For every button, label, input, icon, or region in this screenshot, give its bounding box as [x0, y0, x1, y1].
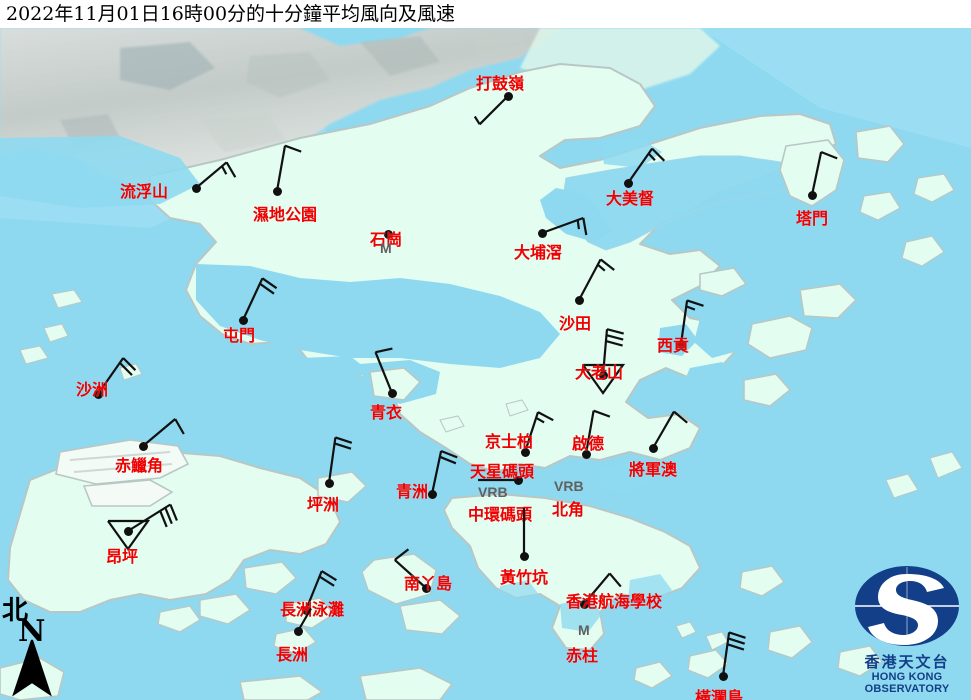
title-bar: 2022年11月01日16時00分的十分鐘平均風向及風速	[0, 0, 971, 28]
station-dot	[520, 447, 530, 457]
map-canvas[interactable]: 打鼓嶺 流浮山 濕地公園 石崗 M 大美督 塔門 大埔滘 屯門 沙田 西貢 沙洲 大老山 青衣 赤鱲角 京士柏…	[0, 28, 971, 700]
station-dot	[138, 441, 148, 451]
station-label: 青洲	[396, 482, 429, 501]
page-title: 2022年11月01日16時00分的十分鐘平均風向及風速	[6, 3, 456, 25]
station-dot	[191, 183, 201, 193]
compass-label-cn: 北	[2, 596, 29, 626]
station-label: 南丫島	[404, 574, 453, 593]
station-label: 屯門	[223, 326, 256, 345]
station-dot	[387, 388, 397, 398]
hko-logo-icon	[855, 566, 959, 646]
station-label: 坪洲	[307, 495, 340, 514]
station-dot	[513, 475, 523, 485]
station-status-flag: M	[578, 622, 590, 638]
station-dot	[427, 489, 437, 499]
compass-rose: 北 N	[2, 590, 72, 698]
station-label: 青衣	[370, 403, 403, 422]
station-label: 北角	[552, 500, 585, 519]
station-dot	[293, 626, 303, 636]
station-dot	[598, 370, 608, 380]
station-dot	[807, 190, 817, 200]
station-dot	[238, 315, 248, 325]
station-label: 天星碼頭	[470, 462, 535, 481]
station-label: 將軍澳	[629, 460, 678, 479]
station-label: 赤鱲角	[115, 456, 164, 475]
station-label: 石崗	[370, 230, 403, 249]
station-label: 流浮山	[120, 182, 169, 201]
station-dot	[324, 478, 334, 488]
map-basemap	[0, 28, 971, 700]
station-dot	[383, 229, 393, 239]
station-dot	[581, 449, 591, 459]
station-label: 中環碼頭	[468, 505, 533, 524]
station-label: 沙洲	[76, 380, 109, 399]
station-label: 大埔滘	[514, 243, 563, 262]
station-dot	[579, 599, 589, 609]
north-arrow-icon	[12, 639, 52, 697]
station-status-flag: VRB	[478, 484, 508, 500]
station-dot	[718, 671, 728, 681]
station-label: 長洲	[276, 645, 309, 664]
hko-name-en: HONG KONG OBSERVATORY	[864, 671, 950, 695]
station-label: 濕地公園	[253, 205, 318, 224]
station-label: 香港航海學校	[566, 592, 663, 611]
hko-logo: 香港天文台 HONG KONG OBSERVATORY	[848, 565, 966, 695]
station-dot	[519, 551, 529, 561]
station-dot	[676, 339, 686, 349]
station-label: 西貢	[657, 336, 690, 355]
station-label: 黃竹坑	[500, 568, 549, 587]
station-status-flag: VRB	[554, 478, 584, 494]
station-label: 啟德	[572, 434, 605, 453]
station-label: 昂坪	[106, 547, 139, 566]
station-dot	[537, 228, 547, 238]
station-label: 京士柏	[485, 432, 534, 451]
station-label: 打鼓嶺	[476, 74, 525, 93]
station-dot	[421, 583, 431, 593]
station-label: 赤柱	[566, 646, 599, 665]
station-dot	[648, 443, 658, 453]
station-dot	[623, 178, 633, 188]
station-label: 大老山	[575, 363, 624, 382]
station-label: 塔門	[796, 209, 829, 228]
station-label: 長洲泳灘	[280, 600, 345, 619]
station-label: 沙田	[559, 314, 592, 333]
station-dot	[574, 295, 584, 305]
station-dot	[272, 186, 282, 196]
hko-name-cn: 香港天文台	[864, 653, 950, 671]
station-dot	[93, 389, 103, 399]
station-dot	[503, 91, 513, 101]
compass-label-en: N	[18, 614, 46, 649]
station-label: 橫瀾島	[695, 688, 744, 700]
station-status-flag: M	[380, 240, 392, 256]
station-label: 大美督	[606, 189, 655, 208]
station-dot	[123, 526, 133, 536]
